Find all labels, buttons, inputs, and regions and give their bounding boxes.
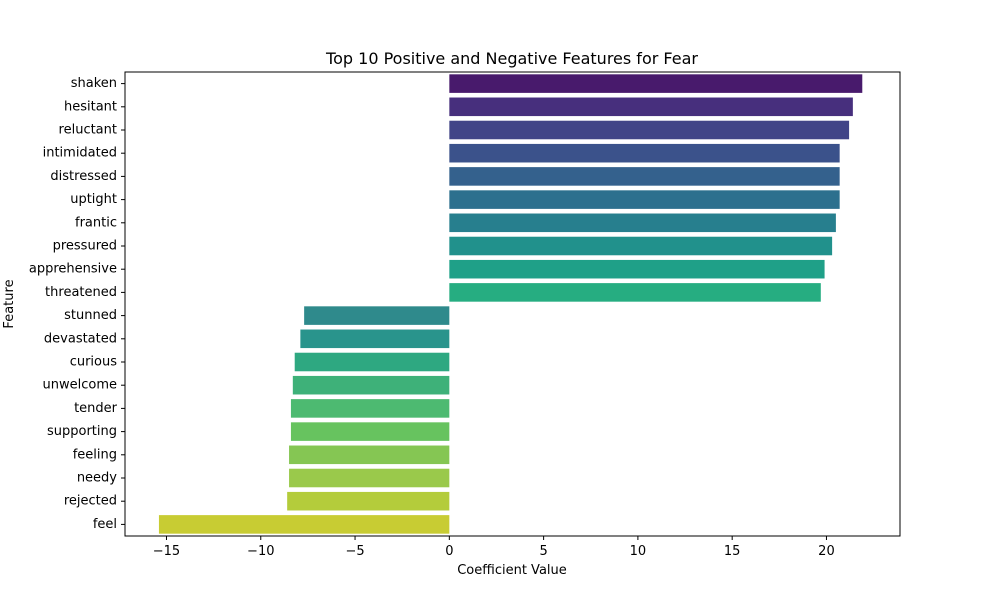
bar-pressured (449, 236, 833, 256)
bar-curious (294, 352, 450, 372)
bar-frantic (449, 213, 836, 233)
bar-tender (290, 399, 450, 418)
y-tick-label: distressed (50, 169, 117, 184)
y-tick-label: pressured (53, 239, 117, 254)
x-axis-ticks: −15 −10 −5 0 5 10 15 20 (153, 536, 835, 559)
y-axis-ticks: shaken hesitant reluctant intimidated distre… (29, 76, 125, 532)
y-tick-label: hesitant (64, 99, 117, 114)
bar-stunned (304, 306, 450, 325)
y-tick-label: unwelcome (43, 378, 117, 393)
bar-devastated (300, 329, 450, 349)
y-tick-label: intimidated (43, 146, 117, 161)
bar-feel (158, 515, 450, 534)
y-tick-label: threatened (45, 285, 117, 300)
x-tick-label: −10 (247, 544, 274, 559)
x-tick-label: 0 (445, 544, 453, 559)
chart-title: Top 10 Positive and Negative Features fo… (325, 49, 698, 68)
x-tick-label: −5 (345, 544, 364, 559)
bar-threatened (449, 283, 821, 302)
y-tick-label: curious (70, 355, 118, 370)
bar-unwelcome (292, 375, 450, 395)
y-tick-label: uptight (70, 192, 117, 207)
bar-uptight (449, 190, 840, 209)
bar-intimidated (449, 143, 840, 163)
y-axis-label: Feature (2, 279, 17, 328)
plot-frame (124, 71, 901, 537)
x-tick-label: −15 (153, 544, 180, 559)
y-tick-label: frantic (75, 215, 117, 230)
y-tick-label: supporting (47, 424, 117, 439)
bar-reluctant (449, 120, 850, 140)
bar-apprehensive (449, 259, 825, 279)
bar-supporting (290, 422, 450, 441)
y-tick-label: feel (93, 517, 117, 532)
bar-shaken (449, 74, 863, 93)
x-axis-label: Coefficient Value (457, 563, 567, 578)
y-tick-label: reluctant (59, 123, 117, 138)
x-tick-label: 10 (630, 544, 647, 559)
y-tick-label: apprehensive (29, 262, 117, 277)
bar-rejected (287, 491, 450, 511)
y-tick-label: feeling (73, 447, 117, 462)
y-tick-label: rejected (64, 494, 117, 509)
bar-needy (289, 468, 450, 488)
y-tick-label: devastated (44, 331, 117, 346)
x-tick-label: 15 (724, 544, 741, 559)
x-tick-label: 5 (539, 544, 547, 559)
y-tick-label: shaken (71, 76, 117, 91)
y-tick-label: stunned (64, 308, 117, 323)
bar-distressed (449, 167, 840, 186)
bar-hesitant (449, 97, 853, 117)
y-tick-label: tender (74, 401, 118, 416)
bars-group (158, 74, 863, 534)
bar-feeling (289, 445, 450, 465)
y-tick-label: needy (77, 471, 117, 486)
x-tick-label: 20 (818, 544, 835, 559)
